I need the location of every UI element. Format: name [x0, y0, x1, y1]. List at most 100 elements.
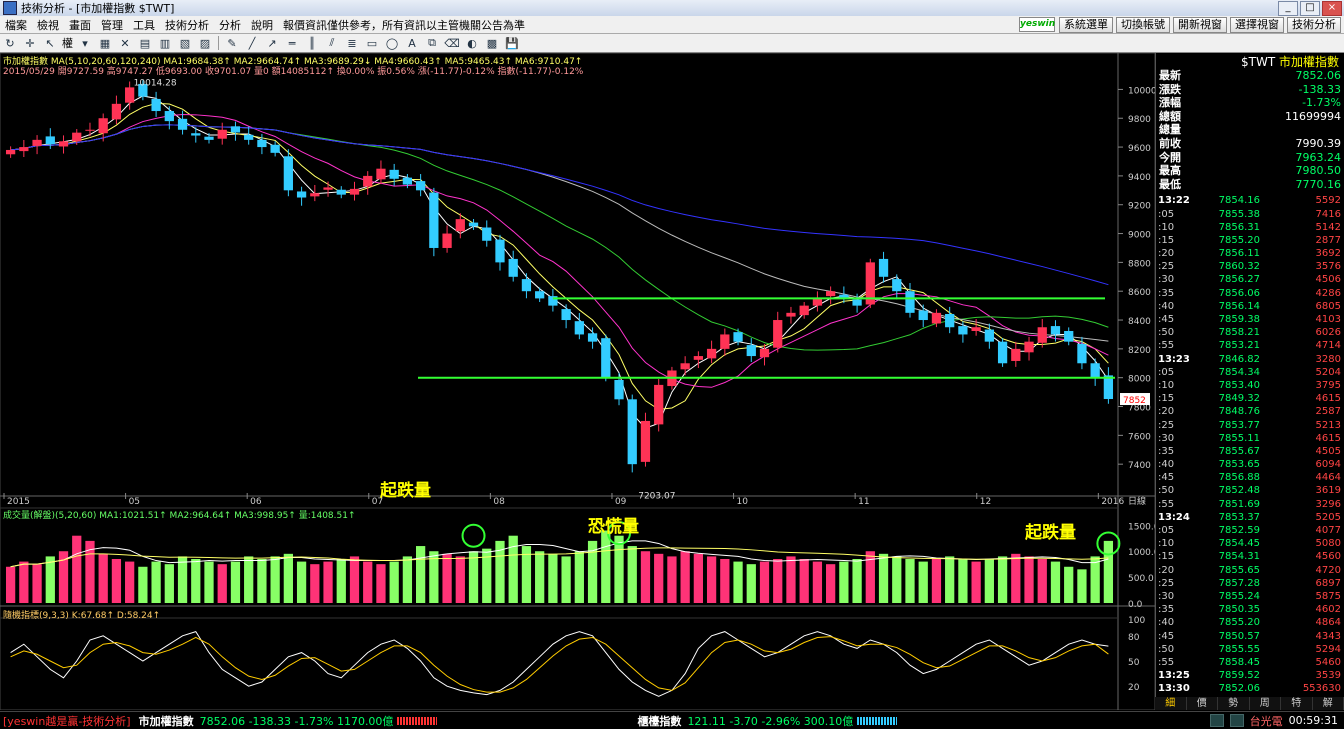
- period-icon[interactable]: ▨: [197, 36, 213, 50]
- price-tick-label: 9800: [1128, 115, 1151, 125]
- candle-body: [429, 193, 438, 248]
- volume-bar: [601, 531, 610, 603]
- compare-icon[interactable]: ▧: [177, 36, 193, 50]
- volume-bar: [1011, 554, 1020, 603]
- volume-bar: [323, 562, 332, 603]
- tick-price: 7854.31: [1198, 551, 1260, 563]
- tick-volume: 5213: [1260, 420, 1344, 432]
- hline-icon[interactable]: ═: [284, 36, 300, 50]
- volume-bar: [641, 551, 650, 603]
- trendline-icon[interactable]: ╱: [244, 36, 260, 50]
- close-button[interactable]: ×: [1322, 1, 1342, 16]
- chart-type-icon[interactable]: ▤: [137, 36, 153, 50]
- menu-analysis[interactable]: 分析: [214, 17, 246, 33]
- rect-icon[interactable]: ▭: [364, 36, 380, 50]
- price-tick-label: 10000: [1128, 86, 1155, 96]
- tick-volume: 4714: [1260, 340, 1344, 352]
- menu-help[interactable]: 說明: [246, 17, 278, 33]
- tick-time: :25: [1156, 420, 1198, 432]
- draw-tool-icon[interactable]: ✎: [224, 36, 240, 50]
- new-window-button[interactable]: 開新視窗: [1173, 17, 1227, 33]
- quote-tab[interactable]: 特: [1281, 697, 1313, 710]
- volume-bar: [112, 559, 121, 603]
- refresh-icon[interactable]: ↻: [2, 36, 18, 50]
- tick-price: 7855.24: [1198, 591, 1260, 603]
- tick-volume: 2587: [1260, 406, 1344, 418]
- technical-chart[interactable]: 1000098009600940092009000880086008400820…: [0, 53, 1155, 710]
- tick-time: :25: [1156, 578, 1198, 590]
- quote-tab[interactable]: 價: [1187, 697, 1219, 710]
- grid-icon[interactable]: ▦: [97, 36, 113, 50]
- tick-volume: 4103: [1260, 314, 1344, 326]
- menu-tools[interactable]: 工具: [128, 17, 160, 33]
- menu-manage[interactable]: 管理: [96, 17, 128, 33]
- tick-time: :25: [1156, 261, 1198, 273]
- text-icon[interactable]: A: [404, 36, 420, 50]
- candle-body: [257, 140, 266, 147]
- ellipse-icon[interactable]: ◯: [384, 36, 400, 50]
- price-tick-label: 9200: [1128, 202, 1151, 212]
- volume-ma-line: [11, 548, 1109, 567]
- volume-bar: [151, 562, 160, 603]
- tick-price: 7857.28: [1198, 578, 1260, 590]
- tick-price: 7853.40: [1198, 380, 1260, 392]
- tray-network-icon[interactable]: [1210, 714, 1224, 727]
- dropdown-arrow-icon[interactable]: ▾: [77, 36, 93, 50]
- volume-bar: [667, 556, 676, 603]
- tick-volume: 6897: [1260, 578, 1344, 590]
- technical-analysis-button[interactable]: 技術分析: [1287, 17, 1341, 33]
- system-menu-button[interactable]: 系統選單: [1059, 17, 1113, 33]
- menu-screen[interactable]: 畫面: [64, 17, 96, 33]
- maximize-button[interactable]: □: [1300, 1, 1320, 16]
- rights-dropdown[interactable]: 權: [62, 35, 73, 51]
- copy-icon[interactable]: ⧉: [424, 36, 440, 50]
- cursor-icon[interactable]: ↖: [42, 36, 58, 50]
- tick-time: :05: [1156, 525, 1198, 537]
- candle-body: [971, 327, 980, 331]
- excel-icon[interactable]: ✕: [117, 36, 133, 50]
- price-tick-label: 9600: [1128, 144, 1151, 154]
- tick-volume: 3692: [1260, 248, 1344, 260]
- crosshair-icon[interactable]: ✛: [22, 36, 38, 50]
- tray-volume-icon[interactable]: [1230, 714, 1244, 727]
- volume-bar: [998, 556, 1007, 603]
- status-index1-value: 7852.06 -138.33 -1.73% 1170.00億: [200, 713, 394, 729]
- minimize-button[interactable]: _: [1278, 1, 1298, 16]
- status-bar: [yeswin越是贏-技術分析] 市加權指數 7852.06 -138.33 -…: [0, 711, 1344, 729]
- quote-tab[interactable]: 勢: [1218, 697, 1250, 710]
- candle-icon[interactable]: ▥: [157, 36, 173, 50]
- tick-price: 7855.55: [1198, 644, 1260, 656]
- channel-icon[interactable]: ⫽: [324, 36, 340, 50]
- menu-view[interactable]: 檢視: [32, 17, 64, 33]
- quote-tab[interactable]: 解: [1313, 697, 1344, 710]
- candle-body: [46, 136, 55, 144]
- tick-volume: 3795: [1260, 380, 1344, 392]
- select-window-button[interactable]: 選擇視窗: [1230, 17, 1284, 33]
- quote-row-value: -1.73%: [1201, 96, 1344, 110]
- tick-volume: 4505: [1260, 446, 1344, 458]
- switch-account-button[interactable]: 切換帳號: [1116, 17, 1170, 33]
- menu-technical[interactable]: 技術分析: [160, 17, 214, 33]
- save-icon[interactable]: 💾: [504, 36, 520, 50]
- fib-icon[interactable]: ≣: [344, 36, 360, 50]
- quote-tab[interactable]: 周: [1250, 697, 1282, 710]
- quote-tab[interactable]: 細: [1155, 697, 1187, 710]
- candle-body: [958, 326, 967, 334]
- x-tick-label: 10: [737, 497, 749, 507]
- quote-row-label: 總額: [1156, 110, 1201, 124]
- palette-icon[interactable]: ▩: [484, 36, 500, 50]
- ray-icon[interactable]: ↗: [264, 36, 280, 50]
- eraser-icon[interactable]: ⌫: [444, 36, 460, 50]
- candle-body: [985, 330, 994, 342]
- menu-file[interactable]: 檔案: [0, 17, 32, 33]
- color-icon[interactable]: ◐: [464, 36, 480, 50]
- volume-bar: [945, 556, 954, 603]
- vline-icon[interactable]: ║: [304, 36, 320, 50]
- tick-time: :50: [1156, 644, 1198, 656]
- tick-time: :55: [1156, 657, 1198, 669]
- tick-time: :15: [1156, 393, 1198, 405]
- x-tick-label: 12: [980, 497, 991, 507]
- tick-time: :30: [1156, 433, 1198, 445]
